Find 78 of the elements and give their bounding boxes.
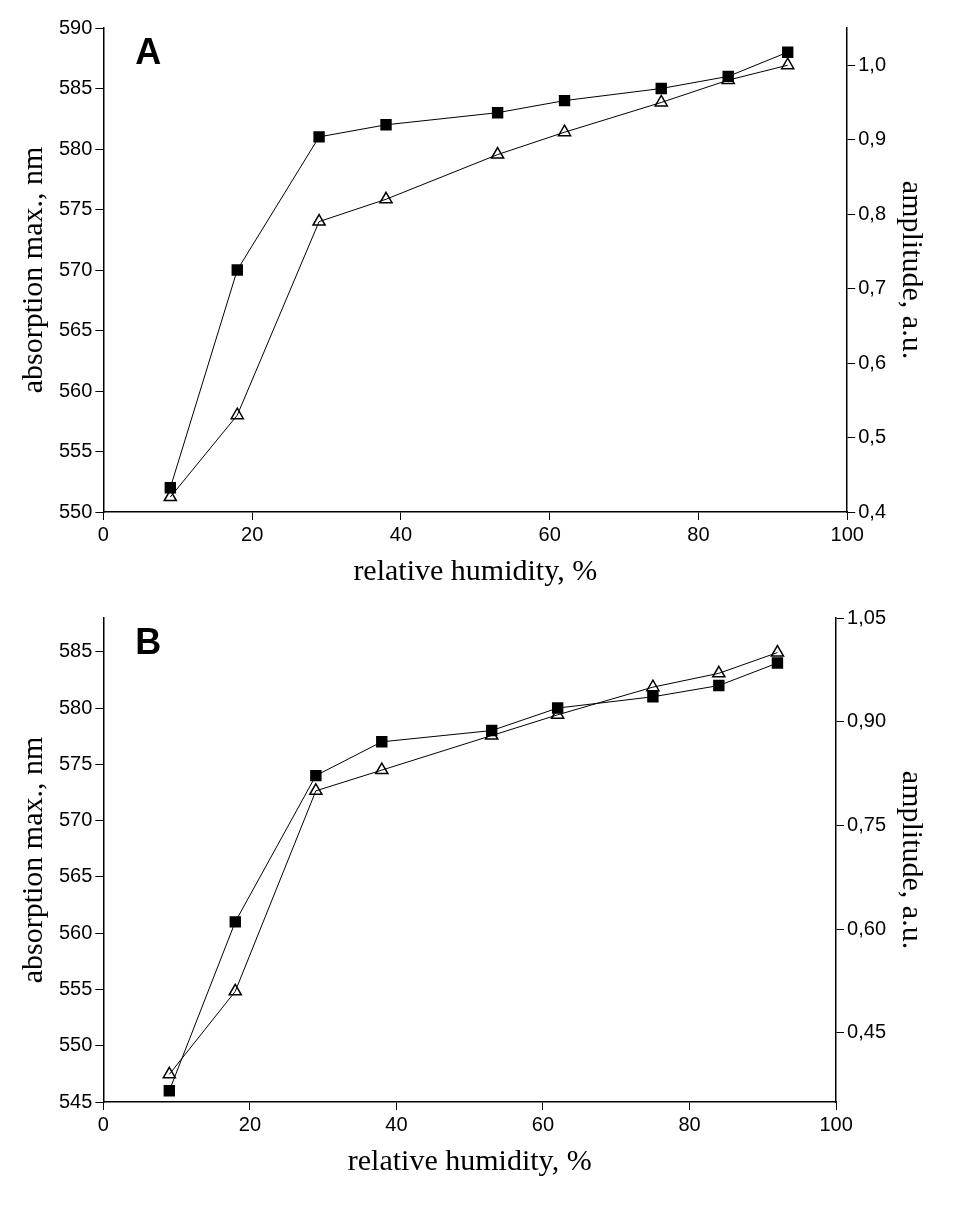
x-tick-label: 100 bbox=[830, 522, 864, 545]
point bbox=[229, 916, 241, 928]
y2-tick-label: 1,05 bbox=[847, 605, 887, 628]
y-tick-label: 545 bbox=[58, 1089, 93, 1112]
y-tick-label: 575 bbox=[58, 751, 93, 774]
x-tick-label: 80 bbox=[687, 522, 710, 545]
y2-axis-title: amplitude, a.u. bbox=[897, 180, 931, 360]
x-tick-label: 0 bbox=[97, 1112, 109, 1135]
x-tick-label: 40 bbox=[385, 1112, 408, 1135]
point bbox=[654, 94, 669, 107]
y-tick-label: 585 bbox=[58, 76, 93, 99]
point bbox=[557, 124, 572, 137]
point bbox=[647, 691, 659, 703]
point bbox=[313, 131, 325, 143]
point bbox=[310, 769, 322, 782]
x-tick-label: 60 bbox=[538, 522, 561, 545]
point bbox=[558, 94, 571, 107]
point bbox=[770, 644, 785, 657]
y-tick-label: 590 bbox=[58, 15, 93, 38]
y2-tick-label: 0,4 bbox=[858, 499, 887, 522]
y2-axis-title: amplitude, a.u. bbox=[897, 770, 931, 950]
point bbox=[312, 213, 326, 226]
point bbox=[228, 983, 243, 996]
point bbox=[380, 119, 392, 131]
y-tick-label: 550 bbox=[58, 1033, 93, 1056]
y-tick-label: 560 bbox=[58, 920, 93, 943]
x-tick-label: 0 bbox=[97, 522, 109, 545]
y-tick-label: 565 bbox=[58, 318, 93, 341]
y-tick-label: 580 bbox=[58, 695, 93, 718]
y2-tick-label: 0,5 bbox=[858, 425, 887, 448]
y2-tick-label: 0,60 bbox=[847, 916, 887, 939]
point bbox=[655, 82, 667, 95]
y-tick-label: 550 bbox=[58, 499, 93, 522]
y2-tick-label: 0,7 bbox=[858, 276, 887, 299]
y-tick-label: 580 bbox=[58, 136, 93, 159]
chart-title: A bbox=[135, 30, 162, 72]
y-tick-label: 570 bbox=[58, 257, 93, 280]
y-tick-label: 560 bbox=[58, 378, 93, 401]
x-tick-label: 20 bbox=[238, 1112, 262, 1135]
point bbox=[231, 264, 243, 276]
y-axis-title: absorption max., nm bbox=[14, 736, 48, 984]
point bbox=[780, 57, 795, 70]
y-tick-label: 575 bbox=[58, 197, 93, 220]
point bbox=[376, 736, 388, 748]
y-tick-label: 555 bbox=[58, 976, 93, 999]
point bbox=[374, 762, 389, 775]
x-tick-label: 40 bbox=[389, 522, 413, 545]
point bbox=[379, 191, 393, 204]
y2-tick-label: 0,9 bbox=[858, 127, 887, 150]
point bbox=[230, 407, 245, 420]
point bbox=[490, 146, 505, 159]
y2-tick-label: 0,75 bbox=[847, 812, 887, 835]
x-axis-title: relative humidity, % bbox=[353, 552, 598, 586]
point bbox=[713, 679, 725, 692]
y-tick-label: 585 bbox=[58, 639, 93, 662]
y-tick-label: 555 bbox=[58, 439, 93, 462]
point bbox=[162, 1066, 177, 1079]
point bbox=[771, 657, 784, 669]
point bbox=[646, 679, 660, 692]
x-tick-label: 20 bbox=[241, 522, 264, 545]
x-tick-label: 100 bbox=[819, 1112, 853, 1135]
y2-tick-label: 0,8 bbox=[858, 201, 887, 224]
point bbox=[781, 46, 794, 58]
point bbox=[163, 1085, 176, 1097]
y-tick-label: 570 bbox=[58, 808, 93, 831]
y-axis-title: absorption max., nm bbox=[14, 146, 48, 394]
x-axis-title: relative humidity, % bbox=[347, 1142, 592, 1176]
point bbox=[712, 665, 726, 678]
point bbox=[309, 783, 323, 796]
y2-tick-label: 0,6 bbox=[858, 350, 887, 373]
y2-tick-label: 1,0 bbox=[858, 52, 887, 75]
point bbox=[491, 107, 504, 119]
chart-title: B bbox=[135, 620, 162, 662]
x-tick-label: 60 bbox=[531, 1112, 555, 1135]
y2-tick-label: 0,45 bbox=[847, 1020, 887, 1043]
y2-tick-label: 0,90 bbox=[847, 709, 887, 732]
x-tick-label: 80 bbox=[678, 1112, 701, 1135]
y-tick-label: 565 bbox=[58, 864, 93, 887]
